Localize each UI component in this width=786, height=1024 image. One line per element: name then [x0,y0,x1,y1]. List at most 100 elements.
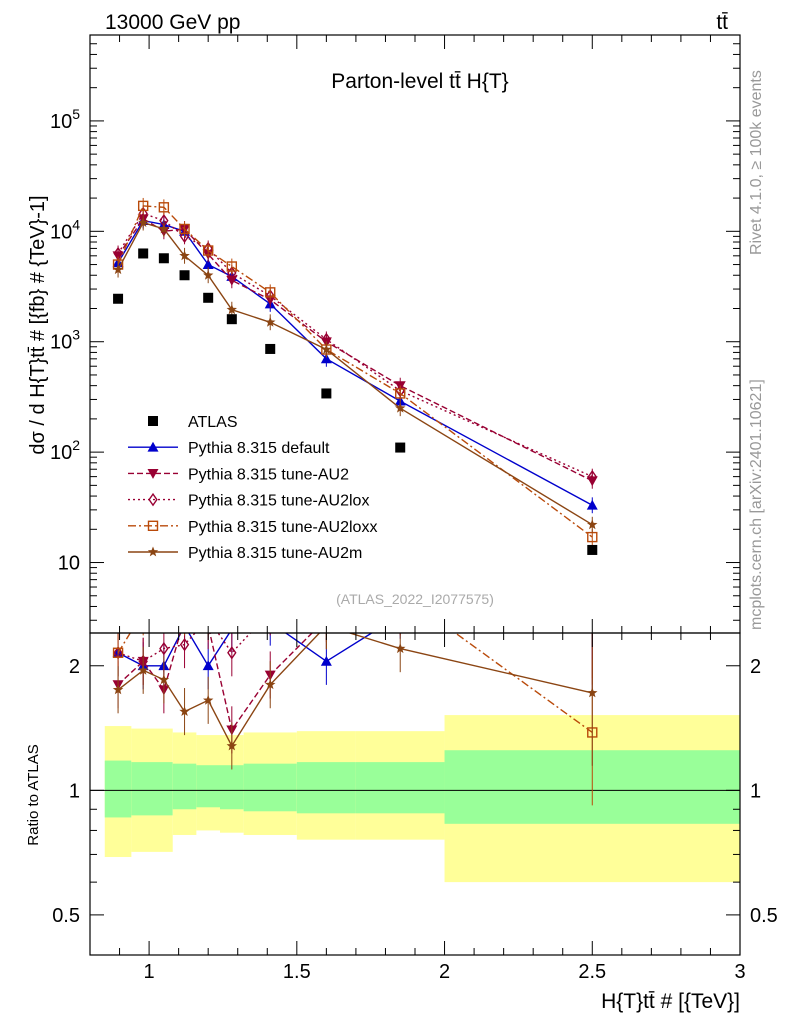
ratio-band-inner [155,762,173,816]
legend-label: Pythia 8.315 tune-AU2m [188,545,362,562]
atlas-point [321,388,332,399]
atlas-point [226,314,237,325]
legend-marker [148,416,158,426]
process-label: tt̄ [716,11,728,34]
atlas-point [265,343,276,354]
ratio-tick-label-left: 1 [69,780,80,802]
atlas-points [113,248,598,555]
series-4-point [226,304,237,315]
series-1-line [117,217,593,482]
ratio-tick-label-left: 0.5 [52,905,80,927]
ratio-series-4-point [265,679,276,690]
ratio-series-2-point [159,641,169,656]
y-tick-exponent: 2 [72,437,80,453]
ratio-series-4-point [179,706,190,716]
atlas-point [179,270,190,281]
series-0-point [320,353,332,364]
ratio-band-inner [172,763,197,810]
series-2-line [117,212,593,478]
legend-label: Pythia 8.315 tune-AU2loxx [188,519,377,536]
series-3-point [137,200,149,212]
ratio-band-inner [355,762,445,814]
ratio-series-4-point [138,664,149,675]
ratio-axis-title: Ratio to ATLAS [25,744,42,845]
atlas-point [395,442,406,453]
y-tick-label: 10 [58,553,80,575]
x-tick-label: 2.5 [578,961,606,983]
ratio-series [112,633,598,806]
ratio-series-4-line [117,633,593,748]
x-tick-label: 1.5 [283,961,311,983]
y-tick-exponent: 5 [72,106,80,122]
atlas-point [158,253,169,264]
atlas-point [113,293,124,304]
series-3-point [226,261,238,272]
y-tick-exponent: 4 [72,216,80,232]
axis-tick-labels: 1 1.5 2 2.5 3 10 102 103 104 105 0.5 0.5 1 1 2 2 [50,106,778,983]
series-3-point [265,287,276,298]
ratio-band-inner [104,760,132,818]
ratio-tick-label-left: 2 [69,656,80,678]
legend: ATLAS Pythia 8.315 default Pythia 8.315 tu… [128,414,377,562]
ratio-series-4-point [203,694,214,705]
series-4-point [179,250,190,261]
ratio-series-0-line [117,633,374,668]
series-0-point [586,499,598,510]
series-4-point [158,223,170,234]
y-tick-label: 104 [50,216,80,243]
x-axis-title: H{T}tt̄ # [{TeV}] [601,990,740,1013]
series-4-point [203,269,214,280]
series-4-point [265,316,276,327]
series-4-point [587,519,598,530]
ratio-series-2-point [179,637,190,652]
ratio-series-0-point [202,660,214,671]
legend-label: Pythia 8.315 default [188,440,330,457]
series-4-point [321,344,332,354]
series-3-point [395,388,406,399]
main-series [112,197,598,546]
legend-marker [147,441,159,452]
ratio-bands [104,715,740,883]
series-2-point [179,229,190,244]
ratio-band-inner [196,765,220,808]
atlas-point [587,544,598,555]
ratio-band-inner [131,762,155,816]
series-3-point [202,245,214,256]
energy-label: 13000 GeV pp [105,11,240,34]
ratio-band-inner [220,765,244,810]
legend-marker [148,492,158,507]
ratio-series-4-point [112,684,124,695]
series-4-point [112,264,124,275]
y-axis-title: dσ / d H{T}tt̄ # [{fb} # {TeV}-1] [27,195,49,454]
legend-label: Pythia 8.315 tune-AU2 [188,466,349,483]
ratio-series-4-point [395,643,406,654]
series-3-point [179,223,190,235]
ratio-series-4-point [587,687,598,698]
y-tick-label: 102 [50,437,80,464]
series-0-point [202,259,214,269]
mcplots-label: mcplots.cern.ch [arXiv:2401.10621] [748,379,765,630]
ratio-tick-label-right: 1 [750,780,761,802]
y-tick-label: 105 [50,106,80,133]
ratio-tick-label-right: 2 [750,656,761,678]
ratio-series-1-line [117,633,314,732]
ratio-series-2-point [227,646,237,660]
x-tick-label: 2 [439,961,450,983]
plot-title: Parton-level tt̄ H{T} [331,70,508,93]
series-1-point [226,275,238,286]
legend-marker [147,469,159,479]
y-tick-exponent: 3 [72,327,80,343]
ratio-series-4-point [226,740,237,751]
ratio-tick-label-right: 0.5 [750,905,778,927]
ratio-band-inner [243,763,297,812]
axis-ticks [89,34,741,956]
x-tick-label: 3 [734,961,745,983]
legend-marker [147,546,159,557]
legend-marker [147,520,159,531]
legend-label: ATLAS [188,414,238,431]
ratio-series-4-point [158,674,170,685]
series-0-line [117,219,593,506]
series-4-point [138,217,149,227]
atlas-point [138,248,149,259]
